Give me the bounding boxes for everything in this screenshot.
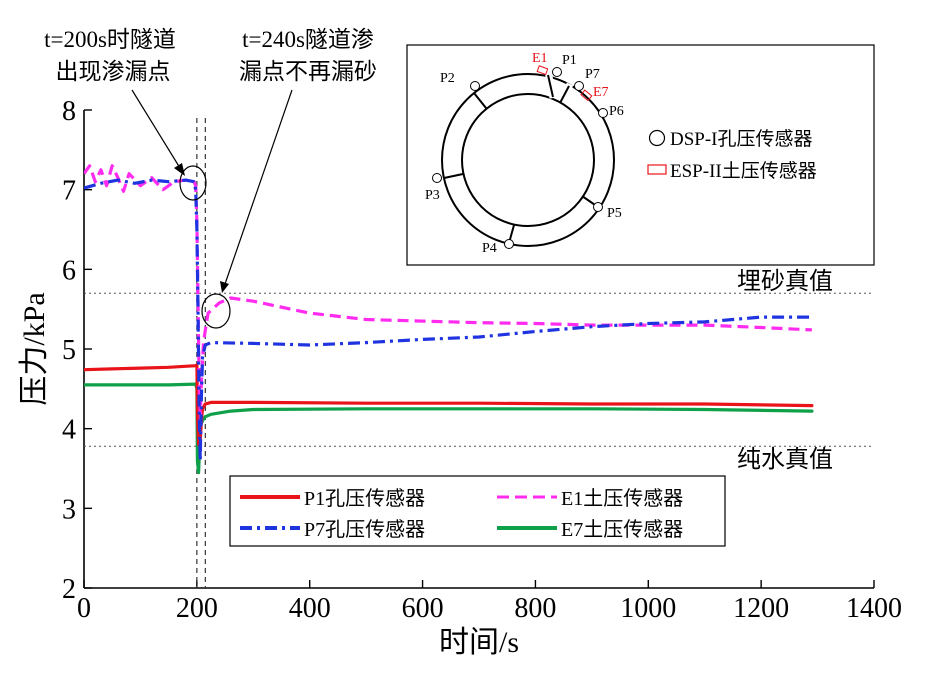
segment-joint-gap-right (559, 85, 570, 104)
sensor-p4-label: P4 (482, 241, 497, 256)
y-tick-label: 6 (62, 255, 76, 286)
sensor-e1-label: E1 (532, 51, 548, 66)
tunnel-inner-ring (461, 93, 595, 227)
inset-legend-circle-icon (648, 129, 666, 147)
sensor-e1-marker (536, 65, 549, 76)
water-true-value-label: 纯水真值 (737, 446, 833, 473)
annotation-leak-start-line1: t=200s时隧道 (44, 27, 176, 52)
x-tick-label: 1000 (620, 593, 676, 624)
sensor-p2-label: P2 (440, 71, 455, 86)
inset-legend-rect-icon (647, 164, 667, 175)
annotation-leak-start-circle (179, 165, 207, 201)
annotation-no-sand-arrow (224, 89, 293, 285)
series-group (84, 164, 814, 475)
y-axis-label: 压力/kPa (18, 292, 51, 405)
x-tick-label: 1400 (846, 593, 902, 624)
legend-e7-label: E7土压传感器 (561, 518, 683, 541)
y-tick-label: 4 (62, 415, 76, 446)
x-ticks: 0 200 400 600 800 1000 1200 1400 (77, 580, 902, 624)
y-ticks: 2 3 4 5 6 7 8 (62, 96, 92, 605)
segment-joint-1 (473, 92, 487, 109)
series-line-P1孔压传感器 (84, 363, 814, 447)
x-tick-label: 200 (176, 593, 218, 624)
tunnel-outer-ring (441, 73, 615, 247)
annotation-no-sand-line2: 漏点不再漏砂 (239, 59, 377, 84)
sensor-p3-marker (432, 173, 442, 183)
sensor-e7-label: E7 (593, 85, 609, 100)
event-vertical-lines (196, 118, 206, 588)
inset-diagram: P1 E1 P7 E7 P6 P2 P3 P4 P5 DSP-I孔压传感器 ES… (406, 44, 875, 266)
x-tick-label: 800 (514, 593, 556, 624)
sensor-p6-marker (598, 108, 608, 118)
x-tick-label: 0 (77, 593, 91, 624)
legend-p1-label: P1孔压传感器 (304, 487, 425, 510)
sand-true-value-label: 埋砂真值 (737, 268, 833, 295)
annotation-no-sand: t=240s隧道渗 漏点不再漏砂 (201, 27, 377, 329)
sensor-p2-marker (470, 81, 480, 91)
y-tick-label: 2 (62, 574, 76, 605)
sensor-p3-label: P3 (425, 188, 440, 203)
series-line-P7孔压传感器 (84, 178, 812, 463)
x-tick-label: 600 (402, 593, 444, 624)
sensor-p1-marker (552, 67, 562, 77)
y-tick-label: 3 (62, 494, 76, 525)
sensor-p5-label: P5 (607, 206, 622, 221)
reference-lines (84, 292, 874, 447)
annotation-no-sand-line1: t=240s隧道渗 (242, 27, 374, 52)
annotation-leak-start-line2: 出现渗漏点 (56, 59, 171, 84)
sensor-p7-marker (574, 81, 584, 91)
inset-legend-dsp-label: DSP-I孔压传感器 (670, 128, 813, 150)
y-tick-label: 7 (62, 176, 76, 207)
y-tick-label: 5 (62, 335, 76, 366)
legend-e1-label: E1土压传感器 (561, 487, 683, 510)
sensor-e7-marker (580, 89, 593, 102)
series-line-E7土压传感器 (84, 382, 814, 475)
annotation-leak-start: t=200s时隧道 出现渗漏点 (44, 27, 207, 201)
segment-joint-2 (443, 173, 464, 179)
annotation-leak-start-arrowhead (174, 163, 185, 176)
legend-frame (229, 475, 726, 547)
legend-p7-label: P7孔压传感器 (304, 518, 425, 541)
inset-legend-esp-label: ESP-II土压传感器 (670, 160, 817, 182)
series-line-E1土压传感器 (84, 164, 812, 423)
sensor-p5-marker (593, 202, 603, 212)
x-axis-label: 时间/s (439, 626, 519, 659)
annotation-no-sand-circle (201, 293, 231, 329)
sensor-p7-label: P7 (585, 67, 600, 82)
annotation-no-sand-arrowhead (220, 281, 229, 293)
x-tick-label: 400 (289, 593, 331, 624)
legend: P1孔压传感器 E1土压传感器 P7孔压传感器 E7土压传感器 (229, 475, 726, 547)
x-tick-label: 1200 (733, 593, 789, 624)
annotation-leak-start-arrow (131, 89, 181, 169)
y-tick-label: 8 (62, 96, 76, 127)
sensor-p4-marker (504, 239, 514, 249)
segment-joint-gap-left (547, 74, 554, 98)
inset-frame (406, 44, 875, 266)
sensor-p6-label: P6 (609, 104, 624, 119)
sensor-p1-label: P1 (562, 53, 577, 68)
